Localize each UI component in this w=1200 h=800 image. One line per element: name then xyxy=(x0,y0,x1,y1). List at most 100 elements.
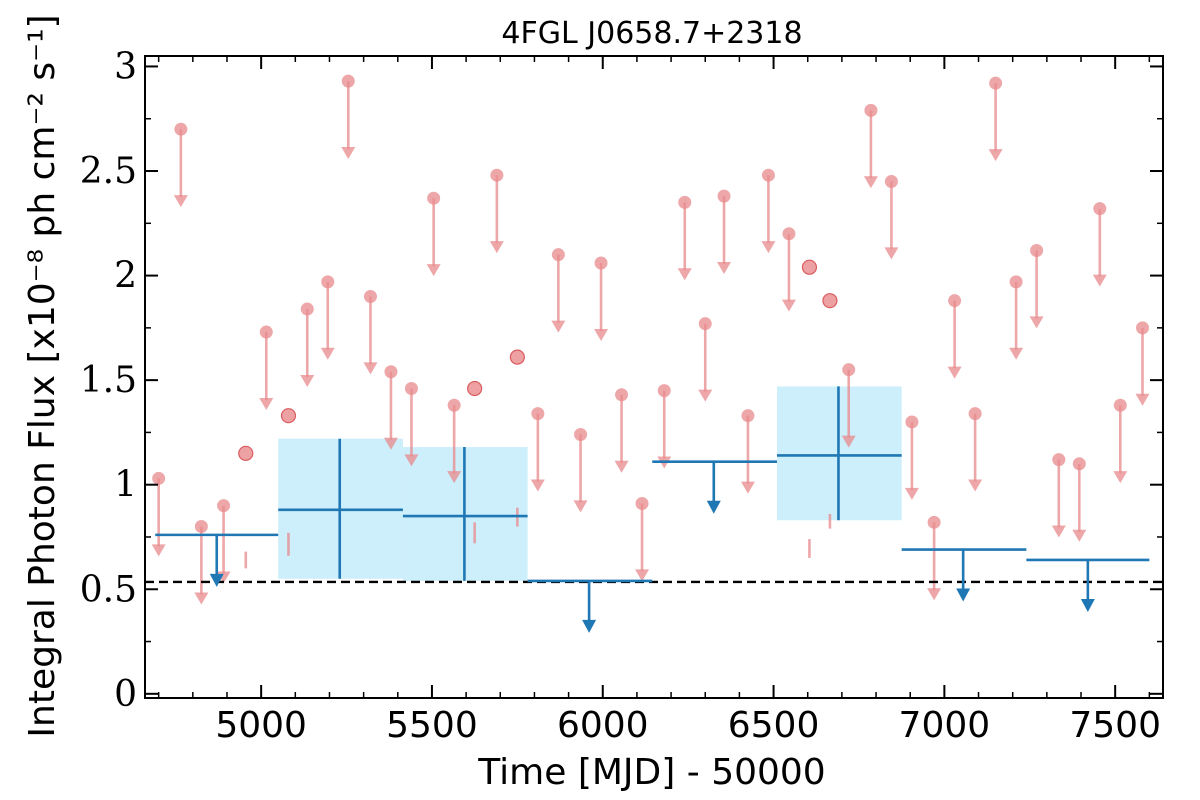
upper-limit-arrow xyxy=(341,147,356,160)
upper-limit-point xyxy=(447,398,461,412)
upper-limit-arrow xyxy=(320,347,335,360)
upper-limit-arrow xyxy=(761,241,776,254)
x-tick-label: 7500 xyxy=(1069,705,1161,746)
upper-limit-arrow xyxy=(698,389,713,402)
upper-limit-point xyxy=(989,76,1003,90)
upper-limit-arrow xyxy=(573,500,588,513)
upper-limit-point xyxy=(927,515,941,529)
chart-title: 4FGL J0658.7+2318 xyxy=(501,16,802,51)
upper-limit-point xyxy=(615,388,629,402)
upper-limit-point xyxy=(1052,453,1066,467)
upper-limit-arrow xyxy=(194,592,209,605)
upper-limit-point xyxy=(717,189,731,203)
plot-frame xyxy=(144,55,1164,699)
upper-limit-point xyxy=(490,168,504,182)
upper-limit-point xyxy=(1030,243,1044,257)
y-tick-label: 0.5 xyxy=(80,569,137,610)
upper-limit-point xyxy=(884,174,898,188)
y-axis-label: Integral Photon Flux [x10⁻⁸ ph cm⁻² s⁻¹] xyxy=(22,14,63,737)
y-tick-label: 2 xyxy=(114,256,137,297)
detection-point xyxy=(822,293,838,309)
x-tick-label: 6000 xyxy=(557,705,649,746)
upper-limit-point xyxy=(761,168,775,182)
upper-limit-arrow xyxy=(614,460,629,473)
upper-limit-point xyxy=(741,409,755,423)
upper-limit-point xyxy=(842,363,856,377)
upper-limit-point xyxy=(321,275,335,289)
upper-limit-point xyxy=(657,384,671,398)
plot-content xyxy=(145,74,1163,633)
upper-limit-point xyxy=(384,365,398,379)
upper-limit-point xyxy=(635,497,649,511)
upper-limit-point xyxy=(1113,398,1127,412)
upper-limit-point xyxy=(1009,275,1023,289)
upper-limit-point xyxy=(782,227,796,241)
upper-limit-arrow xyxy=(551,320,566,333)
upper-limit-arrow xyxy=(947,366,962,379)
upper-limit-arrow xyxy=(151,544,166,557)
detection-point xyxy=(801,259,818,275)
upper-limit-point xyxy=(698,317,712,331)
upper-limit-arrow xyxy=(404,454,419,467)
upper-limit-arrow xyxy=(677,268,692,281)
upper-limit-arrow xyxy=(530,479,545,492)
upper-limit-point xyxy=(1072,457,1086,471)
upper-limit-arrow xyxy=(363,362,378,375)
upper-limit-arrow xyxy=(988,149,1003,162)
detection-point xyxy=(509,349,525,365)
upper-limit-arrow xyxy=(1113,471,1128,484)
upper-limit-arrow xyxy=(927,588,942,601)
detection-point xyxy=(280,408,297,424)
y-tick-label: 0 xyxy=(114,674,137,715)
upper-limit-arrow xyxy=(635,569,650,582)
upper-limit-arrow xyxy=(841,435,856,448)
upper-limit-arrow xyxy=(1092,274,1107,287)
upper-limit-point xyxy=(363,289,377,303)
binned-upper-limit-arrow xyxy=(956,588,971,602)
upper-limit-arrow xyxy=(904,487,919,500)
upper-limit-point xyxy=(594,256,608,270)
detection-point xyxy=(238,445,254,461)
upper-limit-point xyxy=(531,407,545,421)
upper-limit-arrow xyxy=(968,479,983,492)
upper-limit-arrow xyxy=(717,262,732,275)
upper-limit-arrow xyxy=(781,299,796,312)
x-tick-label: 6500 xyxy=(728,705,820,746)
x-tick-label: 5500 xyxy=(386,705,478,746)
binned-upper-limit-arrow xyxy=(706,500,721,514)
upper-limit-arrow xyxy=(1072,529,1087,542)
upper-limit-arrow xyxy=(1029,316,1044,329)
upper-limit-point xyxy=(217,499,231,513)
x-tick-label: 7000 xyxy=(899,705,991,746)
upper-limit-arrow xyxy=(1051,525,1066,538)
upper-limit-point xyxy=(259,325,273,339)
y-tick-label: 1.5 xyxy=(80,360,137,401)
upper-limit-point xyxy=(574,428,588,442)
upper-limit-arrow xyxy=(383,437,398,450)
upper-limit-arrow xyxy=(1135,393,1150,406)
y-tick-label: 2.5 xyxy=(80,151,137,192)
upper-limit-arrow xyxy=(173,195,188,208)
y-tick-label: 3 xyxy=(114,46,137,87)
upper-limit-point xyxy=(678,195,692,209)
upper-limit-arrow xyxy=(863,176,878,189)
upper-limit-arrow xyxy=(489,241,504,254)
upper-limit-point xyxy=(968,407,982,421)
upper-limit-arrow xyxy=(426,264,441,277)
x-axis-label: Time [MJD] - 50000 xyxy=(477,752,825,793)
upper-limit-arrow xyxy=(300,374,315,387)
upper-limit-point xyxy=(1093,202,1107,216)
upper-limit-point xyxy=(194,520,208,534)
y-tick-label: 1 xyxy=(114,465,137,506)
upper-limit-point xyxy=(948,294,962,308)
axes: 5000 5500 6000 6500 7000 7500 0 0.5 1 1.5 2 2.5 3 xyxy=(80,46,1164,746)
upper-limit-point xyxy=(152,471,166,485)
upper-limit-arrow xyxy=(884,247,899,260)
upper-limit-arrow xyxy=(259,397,274,410)
upper-limit-arrow xyxy=(740,481,755,494)
upper-limit-arrow xyxy=(594,328,609,341)
upper-limit-point xyxy=(404,382,418,396)
upper-limit-point xyxy=(341,74,355,88)
upper-limit-point xyxy=(905,415,919,429)
